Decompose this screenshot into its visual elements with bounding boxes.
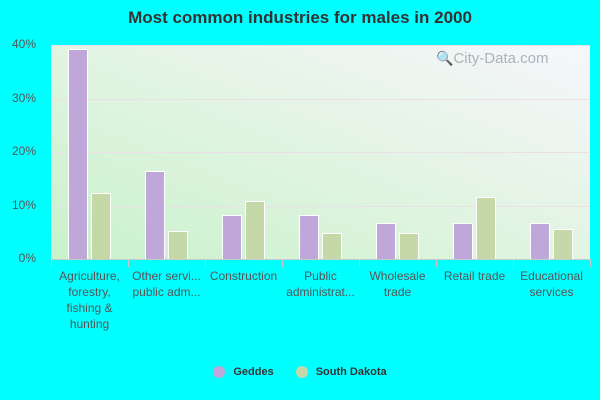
bar-geddes[interactable]	[222, 214, 242, 259]
legend-item-south-dakota[interactable]: South Dakota	[295, 366, 387, 378]
x-tick-label: Wholesale trade	[369, 269, 426, 299]
x-tick-label: Public administrat...	[286, 269, 355, 299]
bar-geddes[interactable]	[299, 214, 319, 259]
x-tick	[513, 259, 514, 267]
legend-label: Geddes	[233, 366, 274, 378]
chart-title: Most common industries for males in 2000	[128, 8, 472, 27]
bar-south-dakota[interactable]	[399, 232, 419, 259]
legend-item-geddes[interactable]: Geddes	[213, 366, 274, 378]
watermark: 🔍City-Data.com	[436, 50, 549, 67]
y-tick-label: 40%	[11, 37, 36, 51]
y-tick-label: 20%	[11, 144, 36, 158]
bar-geddes[interactable]	[145, 171, 165, 259]
y-tick-label: 0%	[18, 251, 36, 265]
bar-geddes[interactable]	[530, 223, 550, 259]
bar-south-dakota[interactable]	[322, 232, 342, 259]
x-tick	[590, 259, 591, 267]
x-tick-label: Other servi... public adm...	[132, 269, 201, 299]
x-tick-label: Educational services	[520, 269, 583, 299]
magnifier-chart-icon: 🔍	[436, 50, 454, 66]
bar-geddes[interactable]	[453, 223, 473, 259]
gridline	[51, 98, 590, 100]
plot-area: 🔍City-Data.com	[51, 45, 590, 259]
bar-south-dakota[interactable]	[476, 197, 496, 259]
x-tick	[282, 259, 283, 267]
bar-south-dakota[interactable]	[91, 192, 111, 259]
bar-south-dakota[interactable]	[168, 230, 188, 259]
x-tick	[205, 259, 206, 267]
bar-geddes[interactable]	[68, 49, 88, 259]
legend: Geddes South Dakota	[0, 366, 600, 378]
bar-south-dakota[interactable]	[553, 228, 573, 259]
legend-dot-icon	[213, 366, 226, 378]
x-tick-label: Construction	[209, 269, 278, 283]
legend-label: South Dakota	[315, 366, 387, 378]
y-tick-label: 30%	[11, 90, 36, 105]
x-tick-label: Retail trade	[443, 269, 506, 283]
legend-dot-icon	[295, 366, 308, 378]
gridline	[51, 205, 590, 207]
x-tick	[51, 259, 52, 267]
bar-geddes[interactable]	[376, 223, 396, 259]
y-tick-label: 10%	[11, 197, 36, 212]
bar-south-dakota[interactable]	[245, 200, 265, 259]
x-axis-line	[51, 259, 590, 260]
x-tick	[436, 259, 437, 267]
x-tick	[128, 259, 129, 267]
x-tick-label: Agriculture, forestry, fishing & hunting	[59, 269, 120, 331]
x-tick	[359, 259, 360, 267]
gridline	[51, 152, 590, 153]
gridline	[51, 45, 590, 46]
